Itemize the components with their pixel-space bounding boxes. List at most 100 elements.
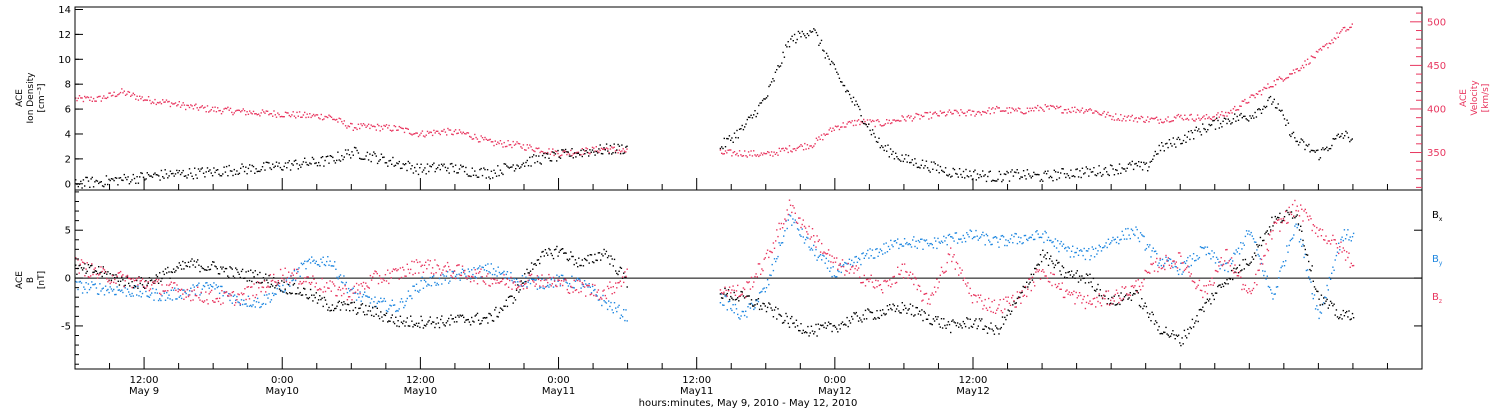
data-point	[978, 177, 980, 179]
data-point	[841, 126, 843, 128]
data-point	[831, 275, 833, 278]
data-point	[822, 252, 824, 255]
data-point	[401, 127, 403, 129]
data-point	[730, 292, 732, 294]
data-point	[1108, 304, 1111, 306]
data-point	[413, 323, 415, 326]
data-point	[130, 181, 132, 183]
data-point	[155, 278, 157, 281]
data-point	[566, 288, 568, 291]
data-point	[488, 271, 490, 273]
data-point	[746, 118, 748, 121]
data-point	[1107, 111, 1109, 114]
data-point	[414, 272, 416, 274]
data-point	[81, 269, 84, 271]
data-point	[301, 116, 303, 118]
data-point	[552, 148, 554, 150]
data-point	[114, 277, 116, 279]
data-point	[1150, 320, 1152, 322]
data-point	[443, 275, 445, 277]
data-point	[1224, 260, 1226, 262]
data-point	[185, 175, 187, 177]
data-point	[553, 249, 556, 251]
data-point	[518, 143, 521, 145]
data-point	[320, 288, 322, 291]
data-point	[392, 268, 395, 270]
data-point	[332, 283, 335, 285]
data-point	[1084, 110, 1086, 113]
data-point	[1192, 253, 1195, 255]
data-point	[803, 225, 806, 228]
data-point	[1083, 112, 1085, 114]
data-point	[85, 268, 87, 270]
data-point	[788, 145, 791, 147]
data-point	[115, 177, 118, 179]
data-point	[92, 284, 94, 286]
data-point	[452, 271, 454, 273]
data-point	[750, 299, 753, 301]
data-point	[278, 288, 281, 290]
data-point	[1016, 297, 1019, 300]
data-point	[588, 283, 590, 285]
data-point	[880, 250, 883, 252]
data-point	[156, 101, 159, 104]
data-point	[245, 303, 247, 305]
data-point	[191, 105, 193, 107]
data-point	[507, 296, 510, 298]
data-point	[201, 105, 203, 107]
data-point	[1056, 105, 1058, 107]
data-point	[112, 178, 114, 180]
data-point	[296, 163, 298, 165]
data-point	[1038, 109, 1040, 112]
data-point	[486, 139, 489, 141]
data-point	[1267, 83, 1269, 85]
data-point	[410, 295, 412, 297]
data-point	[326, 303, 328, 305]
data-point	[203, 300, 206, 302]
data-point	[919, 118, 921, 120]
data-point	[721, 152, 723, 154]
data-point	[437, 284, 440, 286]
data-point	[1262, 270, 1264, 272]
data-point	[393, 304, 396, 306]
data-point	[735, 154, 737, 156]
data-point	[1289, 211, 1291, 214]
data-point	[946, 114, 948, 116]
data-point	[536, 259, 539, 261]
data-point	[370, 160, 372, 163]
data-point	[940, 240, 943, 242]
data-point	[545, 279, 548, 281]
velocity-tick-label: 400	[1427, 104, 1446, 115]
data-point	[539, 287, 541, 289]
data-point	[1044, 104, 1046, 106]
data-point	[469, 278, 472, 280]
data-point	[240, 270, 243, 273]
data-point	[564, 252, 566, 254]
data-point	[1247, 292, 1249, 294]
data-point	[1167, 334, 1169, 336]
data-point	[1080, 294, 1082, 297]
data-point	[969, 287, 971, 290]
data-point	[1095, 110, 1098, 112]
data-point	[425, 281, 427, 283]
data-point	[1014, 232, 1016, 235]
data-point	[917, 313, 920, 315]
data-point	[493, 169, 495, 171]
data-point	[331, 281, 334, 283]
data-point	[836, 71, 838, 73]
data-point	[1326, 284, 1328, 287]
data-point	[266, 110, 269, 112]
data-point	[568, 155, 571, 157]
data-point	[1148, 166, 1150, 168]
data-point	[292, 164, 294, 166]
data-point	[422, 327, 425, 329]
data-point	[249, 164, 251, 166]
data-point	[99, 95, 101, 98]
data-point	[361, 158, 363, 160]
data-point	[836, 126, 838, 128]
data-point	[851, 266, 853, 268]
data-point	[1073, 274, 1075, 276]
data-point	[503, 163, 505, 165]
data-point	[305, 294, 307, 296]
data-point	[1147, 170, 1149, 172]
